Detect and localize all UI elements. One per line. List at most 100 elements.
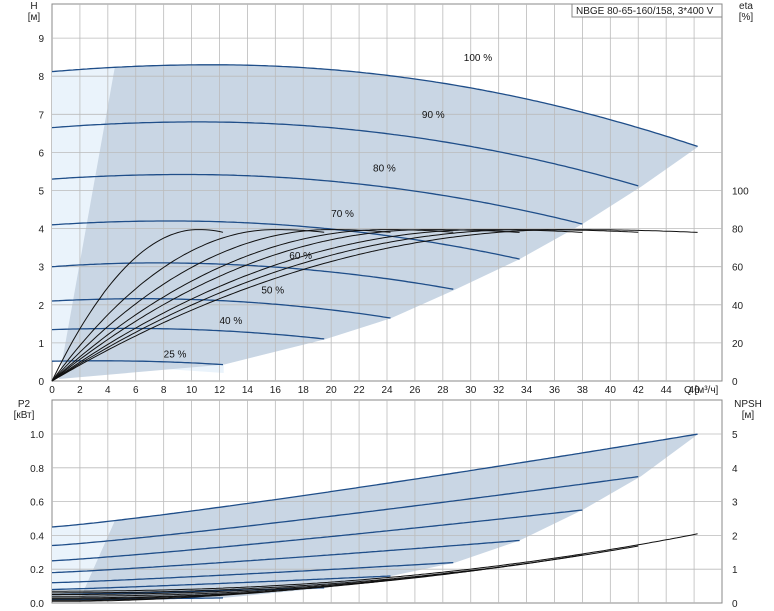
dark-area <box>58 64 699 380</box>
head-curve-label: 40 % <box>220 316 243 327</box>
y-axis-unit-right: [%] <box>739 12 754 23</box>
y-tick-label-left: 0.6 <box>30 498 44 509</box>
x-tick-label: 40 <box>605 385 617 396</box>
x-tick-label: 18 <box>298 385 310 396</box>
efficiency-curve <box>51 229 325 382</box>
y-tick-label-left: 2 <box>38 301 44 312</box>
efficiency-curve <box>51 229 454 382</box>
npsh-curves <box>52 533 698 602</box>
y-tick-label-left: 0.2 <box>30 565 44 576</box>
x-tick-label: 24 <box>381 385 393 396</box>
top-grid <box>52 4 722 381</box>
npsh-curve <box>52 594 224 602</box>
operating-area <box>52 64 699 380</box>
bottom-grid <box>52 400 722 603</box>
head-curve-label: 25 % <box>164 349 187 360</box>
head-curve <box>51 360 224 366</box>
y-axis-label-left: H <box>30 1 37 12</box>
npsh-curve <box>52 563 520 597</box>
y-tick-label-left: 4 <box>38 225 44 236</box>
head-curve-label: 50 % <box>261 285 284 296</box>
y-axis-label-right-bottom: NPSH <box>734 399 762 410</box>
power-curve <box>51 509 583 562</box>
head-curve <box>51 327 325 340</box>
x-tick-label: 4 <box>105 385 111 396</box>
power-light-area <box>52 520 115 599</box>
x-tick-label: 0 <box>49 385 55 396</box>
x-tick-label: 10 <box>186 385 198 396</box>
power-curve <box>51 561 454 584</box>
x-tick-label: 32 <box>493 385 505 396</box>
x-tick-label: 42 <box>633 385 645 396</box>
y-tick-label-left: 1 <box>38 339 44 350</box>
x-tick-label: 6 <box>133 385 139 396</box>
y-tick-label-left: 6 <box>38 148 44 159</box>
head-curve-label: 80 % <box>373 163 396 174</box>
y-tick-label-right: 60 <box>732 263 744 274</box>
top-tick-labels: 0 2 4 6 8 10 12 14 16 18 20 22 24 26 28 30 32 34 36 38 40 42 4… <box>38 34 749 396</box>
y-tick-label-left: 0 <box>38 377 44 388</box>
x-axis-label: Q [м³/ч] <box>684 385 719 396</box>
title-box: NBGE 80-65-160/158, 3*400 V <box>571 3 723 18</box>
x-tick-label: 26 <box>409 385 421 396</box>
y-tick-label-right: 4 <box>732 464 738 475</box>
y-tick-label-right: 0 <box>732 377 738 388</box>
x-tick-label: 46 <box>689 385 701 396</box>
efficiency-curve <box>51 229 391 382</box>
y-axis-label-right: eta <box>739 1 753 12</box>
x-tick-label: 34 <box>521 385 533 396</box>
y-tick-label-right: 20 <box>732 339 744 350</box>
power-curve <box>51 475 639 547</box>
y-tick-label-left: 9 <box>38 34 44 45</box>
x-tick-label: 44 <box>661 385 673 396</box>
y-tick-label-right: 2 <box>732 531 738 542</box>
y-tick-label-right: 1 <box>732 565 738 576</box>
head-curve <box>51 121 639 187</box>
x-tick-label: 30 <box>465 385 477 396</box>
efficiency-curve <box>51 229 583 382</box>
y-tick-label-left: 0.0 <box>30 599 44 610</box>
head-curve <box>51 64 698 148</box>
chart-title: NBGE 80-65-160/158, 3*400 V <box>576 6 714 17</box>
head-curve-label: 70 % <box>331 209 354 220</box>
x-tick-label: 14 <box>242 385 254 396</box>
head-curve-label: 90 % <box>422 110 445 121</box>
head-curve <box>51 298 391 319</box>
power-curve <box>51 575 391 591</box>
power-dark-area <box>79 434 699 599</box>
y-tick-label-right: 0 <box>732 599 738 610</box>
x-tick-label: 20 <box>326 385 338 396</box>
y-tick-label-right: 40 <box>732 301 744 312</box>
y-tick-label-right: 3 <box>732 498 738 509</box>
x-tick-label: 22 <box>354 385 366 396</box>
bottom-tick-labels: 0.0 0.2 0.4 0.6 0.8 1.0 0 1 2 3 4 5 <box>30 430 738 610</box>
power-area <box>52 434 699 599</box>
y-tick-label-left: 0.4 <box>30 531 44 542</box>
power-curve <box>51 433 698 528</box>
power-npsh-panel: 0.0 0.2 0.4 0.6 0.8 1.0 0 1 2 3 4 5 P2 [кВт] NPSH [… <box>14 399 762 610</box>
y-tick-label-left: 7 <box>38 110 44 121</box>
y-axis-unit-left-bottom: [кВт] <box>14 410 35 421</box>
head-curve <box>51 262 454 290</box>
y-axis-unit-right-bottom: [м] <box>742 410 755 421</box>
x-tick-label: 28 <box>437 385 449 396</box>
npsh-curve <box>52 533 698 592</box>
y-tick-label-right: 100 <box>732 187 749 198</box>
efficiency-curve <box>51 229 224 382</box>
x-tick-label: 36 <box>549 385 561 396</box>
x-tick-label: 8 <box>161 385 167 396</box>
y-tick-label-left: 5 <box>38 187 44 198</box>
y-tick-label-left: 3 <box>38 263 44 274</box>
power-curve <box>51 539 520 574</box>
y-tick-label-right: 5 <box>732 430 738 441</box>
efficiency-curves <box>51 229 698 382</box>
efficiency-curve <box>51 229 520 382</box>
y-tick-label-left: 1.0 <box>30 430 44 441</box>
x-tick-label: 2 <box>77 385 83 396</box>
y-axis-label-left-bottom: P2 <box>18 399 31 410</box>
head-curve <box>51 220 520 260</box>
efficiency-curve <box>51 229 698 382</box>
y-tick-label-right: 80 <box>732 225 744 236</box>
